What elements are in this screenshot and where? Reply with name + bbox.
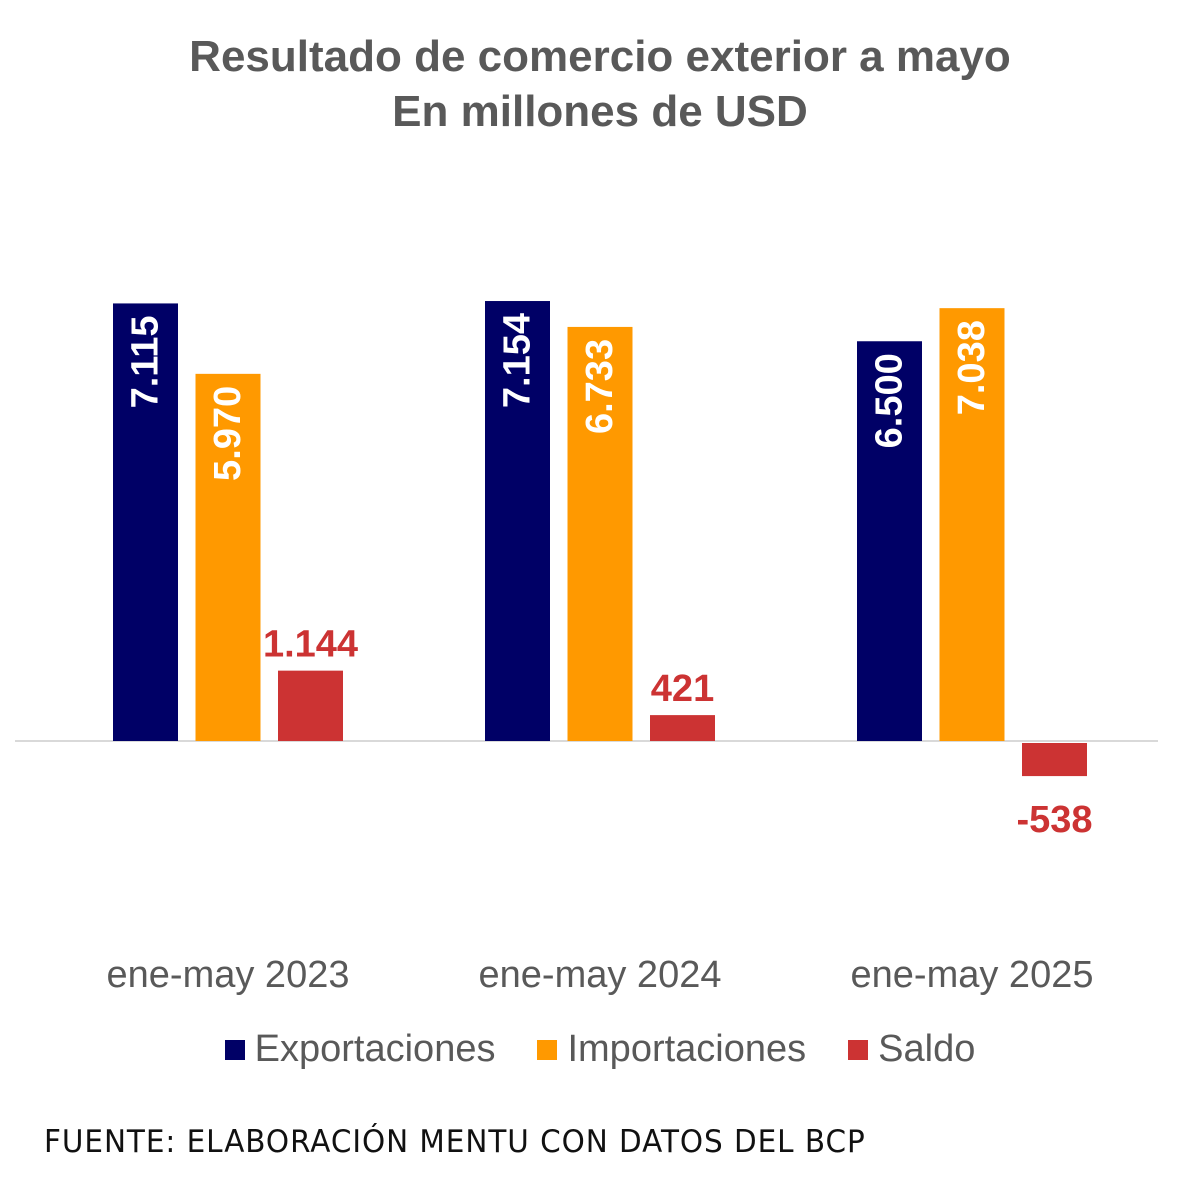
legend-swatch	[848, 1039, 869, 1060]
legend-item-importaciones: Importaciones	[537, 1028, 806, 1071]
bar-saldo	[650, 715, 715, 741]
category-label: ene-may 2023	[107, 954, 350, 996]
legend-item-exportaciones: Exportaciones	[224, 1028, 496, 1071]
bar-importaciones	[195, 373, 261, 741]
legend-label: Importaciones	[567, 1028, 807, 1070]
bar-saldo	[278, 670, 343, 741]
data-label: 5.970	[207, 386, 249, 481]
bar-importaciones	[939, 308, 1005, 741]
legend-item-saldo: Saldo	[848, 1028, 975, 1071]
data-label: 7.038	[951, 320, 993, 415]
legend-swatch	[224, 1039, 245, 1060]
bar-saldo	[1022, 743, 1087, 777]
data-label: -538	[1016, 799, 1092, 841]
bar-exportaciones	[113, 303, 178, 741]
legend: Exportaciones Importaciones Saldo	[0, 1028, 1200, 1071]
category-label: ene-may 2025	[851, 954, 1094, 996]
data-label: 1.144	[263, 624, 358, 666]
data-label: 7.115	[125, 315, 167, 408]
data-label: 421	[651, 668, 714, 710]
bar-exportaciones	[857, 341, 922, 741]
category-label: ene-may 2024	[479, 954, 722, 996]
data-label: 6.500	[869, 353, 911, 448]
source-note: FUENTE: ELABORACIÓN MENTU CON DATOS DEL …	[44, 1124, 866, 1160]
bar-exportaciones	[485, 301, 550, 741]
legend-label: Saldo	[878, 1028, 976, 1070]
bar-importaciones	[567, 326, 633, 741]
chart-title: Resultado de comercio exterior a mayo	[189, 32, 1011, 81]
data-label: 7.154	[497, 313, 539, 408]
chart-subtitle: En millones de USD	[392, 87, 808, 136]
legend-swatch	[537, 1039, 558, 1060]
data-label: 6.733	[579, 339, 621, 434]
legend-label: Exportaciones	[254, 1028, 496, 1070]
